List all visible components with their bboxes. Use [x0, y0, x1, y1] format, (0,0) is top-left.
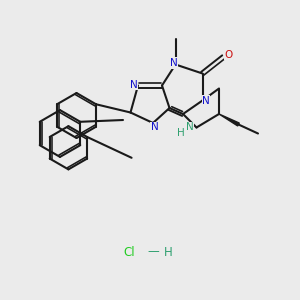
Polygon shape — [219, 114, 239, 126]
Text: N: N — [186, 122, 194, 133]
Text: N: N — [151, 122, 158, 133]
Text: H: H — [177, 128, 185, 139]
Text: N: N — [170, 58, 178, 68]
Text: O: O — [224, 50, 233, 60]
Text: —: — — [147, 245, 159, 259]
Text: N: N — [130, 80, 138, 90]
Text: N: N — [202, 95, 210, 106]
Text: Cl: Cl — [123, 245, 135, 259]
Text: H: H — [164, 245, 172, 259]
